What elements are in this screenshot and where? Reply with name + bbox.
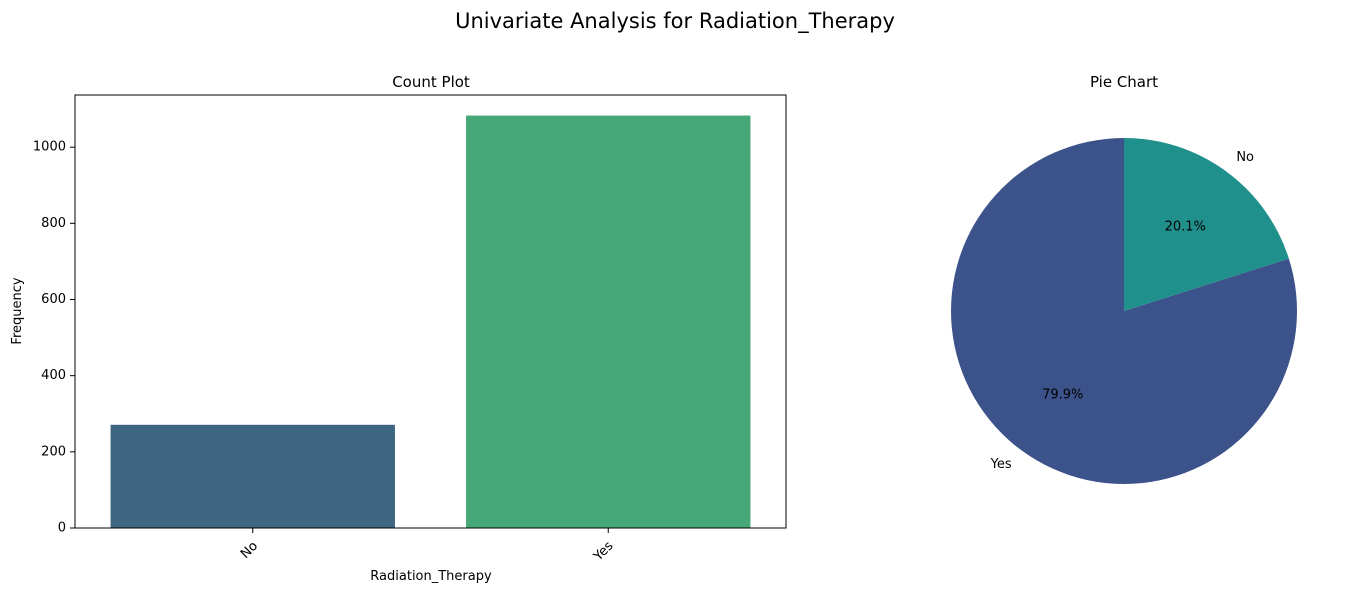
pie-chart-slices: 79.9% Yes 20.1% No	[951, 137, 1297, 485]
pie-pct-label-yes: 79.9%	[1042, 387, 1083, 402]
pie-chart-title: Pie Chart	[1090, 73, 1158, 91]
pie-label-yes: Yes	[990, 457, 1012, 472]
pie-slice-no	[1124, 137, 1289, 311]
count-plot-bars	[110, 115, 751, 529]
y-tick-label-400: 400	[41, 368, 66, 383]
y-tick-label-1000: 1000	[33, 140, 66, 155]
y-tick-label-800: 800	[41, 216, 66, 231]
y-tick-label-600: 600	[41, 292, 66, 307]
pie-pct-label-no: 20.1%	[1165, 220, 1206, 235]
bar-yes	[466, 115, 751, 529]
count-plot-frame	[74, 94, 787, 529]
count-plot-y-label: Frequency	[10, 277, 25, 344]
count-plot-x-label: Radiation_Therapy	[370, 569, 492, 584]
count-plot-title: Count Plot	[392, 73, 470, 91]
pie-label-no: No	[1236, 150, 1254, 165]
bar-no	[110, 424, 395, 528]
pie-chart-panel: Pie Chart 79.9% Yes 20.1% No	[951, 73, 1297, 485]
figure-suptitle: Univariate Analysis for Radiation_Therap…	[455, 9, 895, 34]
y-tick-label-0: 0	[58, 521, 66, 536]
count-plot-y-ticks: 0 200 400 600 800 1000	[33, 140, 75, 536]
y-tick-label-200: 200	[41, 444, 66, 459]
